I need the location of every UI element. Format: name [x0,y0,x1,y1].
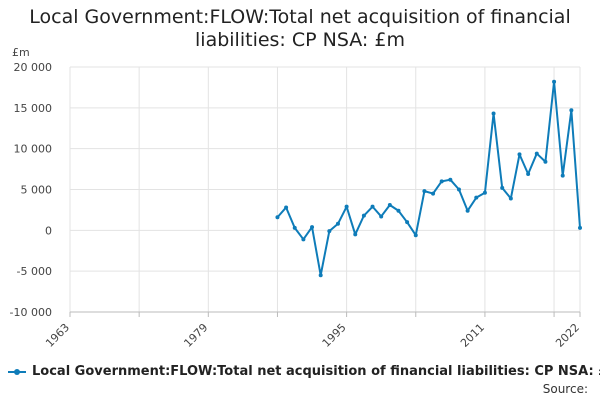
y-tick-label: 10 000 [14,143,53,156]
data-point[interactable] [335,221,340,226]
data-point[interactable] [465,208,470,213]
data-point[interactable] [552,79,557,84]
legend: Local Government:FLOW:Total net acquisit… [8,364,600,379]
x-tick-label: 1995 [320,321,349,350]
data-point[interactable] [387,203,392,208]
data-point[interactable] [560,173,565,178]
data-point[interactable] [413,233,418,238]
series-line [276,80,581,277]
y-tick-label: -5 000 [17,265,52,278]
data-point[interactable] [310,225,315,230]
y-tick-label: 15 000 [14,102,53,115]
data-point[interactable] [292,225,297,230]
legend-label: Local Government:FLOW:Total net acquisit… [32,364,600,379]
legend-swatch-icon [8,366,26,378]
y-axis-label: £m [12,46,30,59]
data-point[interactable] [301,237,306,242]
data-point[interactable] [534,151,539,156]
axis-layer: 20 000 15 000 10 000 5 000 0 -5 000 -10 000 196… [10,61,583,350]
data-point[interactable] [318,273,323,278]
data-point[interactable] [422,189,427,194]
data-point[interactable] [543,159,548,164]
data-point[interactable] [482,190,487,195]
y-tick-label: 5 000 [21,184,53,197]
data-point[interactable] [474,195,479,200]
data-point[interactable] [508,196,513,201]
y-tick-label: 20 000 [14,61,53,74]
data-point[interactable] [431,191,436,196]
x-tick-label: 1963 [43,321,72,350]
x-tick-label: 2022 [553,321,582,350]
data-point[interactable] [569,108,574,113]
data-point[interactable] [448,177,453,182]
data-point[interactable] [456,187,461,192]
data-point[interactable] [396,208,401,213]
source-label: Source: [542,382,588,396]
data-point[interactable] [500,185,505,190]
data-point[interactable] [361,213,366,218]
data-point[interactable] [344,204,349,209]
series-layer [275,79,582,278]
data-point[interactable] [327,229,332,234]
data-point[interactable] [517,152,522,157]
data-point[interactable] [353,232,358,237]
x-tick-label: 2011 [458,321,487,350]
y-tick-label: -10 000 [10,306,52,319]
data-point[interactable] [275,215,280,220]
data-point[interactable] [578,225,582,230]
data-point[interactable] [370,204,375,209]
x-tick-label: 1979 [181,321,210,350]
chart-title-line-1: Local Government:FLOW:Total net acquisit… [29,6,571,28]
data-point[interactable] [284,205,289,210]
data-point[interactable] [526,171,531,176]
data-point[interactable] [405,220,410,225]
chart-title: Local Government:FLOW:Total net acquisit… [0,6,600,52]
data-point[interactable] [379,214,384,219]
y-tick-label: 0 [45,224,52,237]
data-point[interactable] [439,179,444,184]
chart-title-line-2: liabilities: CP NSA: £m [195,29,405,51]
data-point[interactable] [491,111,496,116]
